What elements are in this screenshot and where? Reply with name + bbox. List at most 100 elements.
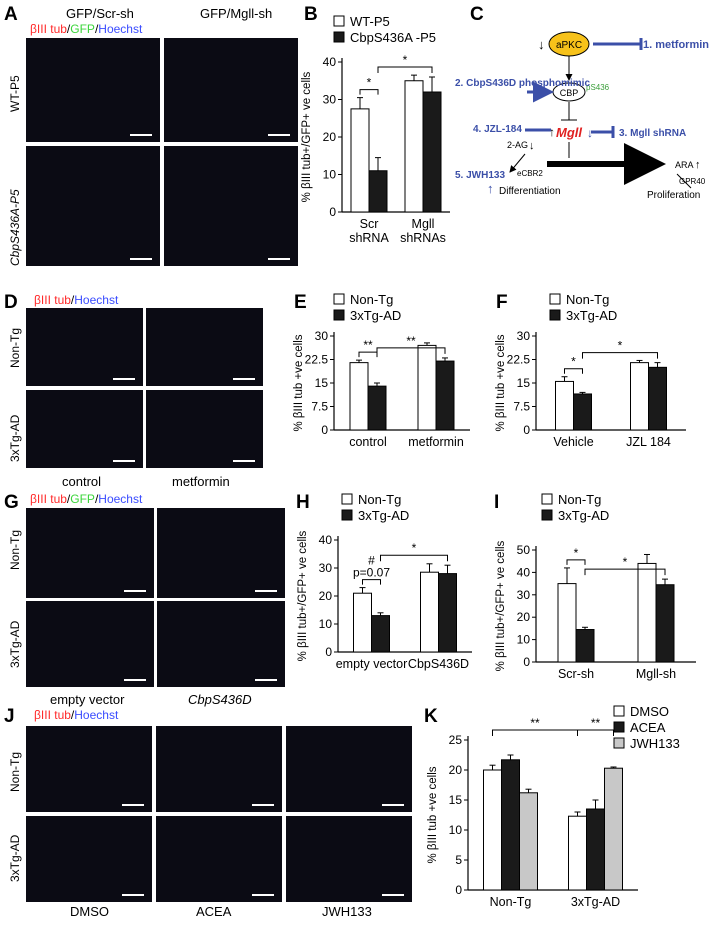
2ag-label: 2-AG <box>507 140 528 150</box>
panel-J-col-label-1: DMSO <box>70 904 109 919</box>
micrograph-D-nontg-metformin <box>146 308 263 386</box>
chart-B: 0 10 20 30 40% βIII tub+/GFP+ ve cells Scr shR… <box>300 0 470 272</box>
ps436-label: pS436 <box>586 83 610 92</box>
sig-label: * <box>571 355 576 369</box>
bar-3xTg-AD <box>367 385 387 431</box>
sig-bracket-across <box>492 729 578 736</box>
y-tick-label: 0 <box>523 423 530 437</box>
y-tick-label: 40 <box>323 55 337 69</box>
differentiation-label: Differentiation <box>499 186 561 197</box>
y-tick-label: 10 <box>323 168 337 182</box>
legend-label: Non-Tg <box>558 492 601 507</box>
y-tick-label: 30 <box>517 588 531 602</box>
panel-letter-K: K <box>424 706 438 727</box>
panel-letter-A: A <box>4 4 18 25</box>
x-tick-label: shRNA <box>349 231 389 245</box>
legend-label: Non-Tg <box>566 292 609 307</box>
sig-bracket-within <box>564 368 583 374</box>
sig-label: * <box>403 53 408 67</box>
bar-Non-Tg <box>353 592 372 653</box>
micrograph-G-nontg-cbp <box>157 508 285 598</box>
legend-sep: / <box>94 492 99 506</box>
y-tick-label: 20 <box>517 610 531 624</box>
y-axis-label: % βIII tub+/GFP+ ve cells <box>495 540 507 671</box>
bar-Non-Tg <box>630 362 649 431</box>
bar-Non-Tg <box>637 562 657 663</box>
legend-hoechst: Hoechst <box>98 492 143 506</box>
ara-to-gpr40 <box>676 173 692 189</box>
legend-sep: / <box>66 22 71 36</box>
apkc-label: aPKC <box>556 40 582 51</box>
legend-btub: βIII tub <box>34 708 71 722</box>
ara-label: ARA <box>675 160 694 170</box>
panel-letter-I: I <box>494 492 500 513</box>
2ag-to-ecbr2 <box>509 153 526 173</box>
bar-Non-Tg <box>420 571 439 653</box>
sig-bracket-within <box>362 579 381 585</box>
micrograph-G-3xtg-ev <box>26 601 154 687</box>
y-tick-label: 7.5 <box>513 400 530 414</box>
micrograph-A-wt-mgll <box>164 38 298 142</box>
x-tick-label: shRNAs <box>400 231 446 245</box>
x-tick-label: JZL 184 <box>626 435 671 449</box>
y-tick-label: 15 <box>315 376 329 390</box>
2ag-down-arrow: ↓ <box>529 140 535 152</box>
panel-letter-J: J <box>4 706 15 727</box>
y-tick-label: 30 <box>315 329 329 343</box>
sig-label: p=0.07 <box>353 566 390 580</box>
x-tick-label: metformin <box>408 435 464 449</box>
micrograph-G-3xtg-cbp <box>157 601 285 687</box>
bar-JWH133 <box>519 792 538 891</box>
y-tick-label: 25 <box>449 733 463 747</box>
panel-J-col-label-2: ACEA <box>196 904 232 919</box>
bar-DMSO <box>568 815 587 891</box>
y-tick-label: 10 <box>449 823 463 837</box>
panel-G-stain-legend: βIII tub/GFP/Hoechst <box>30 492 142 506</box>
chart-F: 0 7.5 15 22.5 30 % βIII tub +ve cells Vehicle J… <box>490 290 714 480</box>
panel-A-stain-legend: βIII tub/GFP/Hoechst <box>30 22 142 36</box>
panel-G-row-label-2: 3xTg-AD <box>8 620 22 668</box>
scale-bar <box>113 378 135 380</box>
panel-G-row-label-1: Non-Tg <box>8 529 22 570</box>
sig-label: ** <box>363 338 373 352</box>
legend-label: CbpS436A -P5 <box>350 30 436 45</box>
micrograph-J-nontg-dmso <box>26 726 152 812</box>
micrograph-J-3xtg-dmso <box>26 816 152 902</box>
y-tick-label: 20 <box>449 763 463 777</box>
scale-bar <box>268 134 290 136</box>
intervention-4: 4. JZL-184 <box>473 124 522 135</box>
scale-bar <box>113 460 135 462</box>
y-axis-label: % βIII tub+/GFP+ ve cells <box>301 71 313 202</box>
panel-J-stain-legend: βIII tub/Hoechst <box>34 708 118 722</box>
sig-bracket-within <box>577 729 614 736</box>
panel-A-row-label-1: WT-P5 <box>8 75 22 112</box>
bar-3xTg-AD <box>435 360 455 431</box>
scale-bar <box>255 679 277 681</box>
panel-letter-D: D <box>4 292 18 313</box>
chart-H: 0 10 20 30 40 % βIII tub+/GFP+ ve cells empty … <box>290 490 486 704</box>
signaling-diagram: aPKC ↓ CBP pS436 Mgll ↑ ↓ 2-AG ↓ eCBR2 A… <box>455 31 709 200</box>
y-tick-label: 5 <box>455 853 462 867</box>
legend-sep: / <box>66 492 71 506</box>
legend-label: Non-Tg <box>350 292 393 307</box>
micrograph-D-nontg-control <box>26 308 143 386</box>
bar-CbpS436A--P5 <box>368 170 388 213</box>
bar-WT-P5 <box>404 80 424 213</box>
bar-JWH133 <box>604 767 623 891</box>
apkc-down-arrow: ↓ <box>538 37 545 52</box>
legend-swatch <box>341 509 353 521</box>
bar-3xTg-AD <box>575 629 595 663</box>
legend-hoechst: Hoechst <box>74 293 119 307</box>
panel-G-col-label-2: CbpS436D <box>188 692 252 707</box>
micrograph-J-nontg-acea <box>156 726 282 812</box>
micrograph-J-3xtg-jwh <box>286 816 412 902</box>
x-tick-label: control <box>349 435 387 449</box>
panel-G-col-label-1: empty vector <box>50 692 125 707</box>
scale-bar <box>252 804 274 806</box>
x-tick-label: Mgll-sh <box>636 667 676 681</box>
y-tick-label: 0 <box>329 205 336 219</box>
x-tick-label: Scr <box>360 217 379 231</box>
x-tick-label: Non-Tg <box>490 895 532 909</box>
scale-bar <box>382 894 404 896</box>
